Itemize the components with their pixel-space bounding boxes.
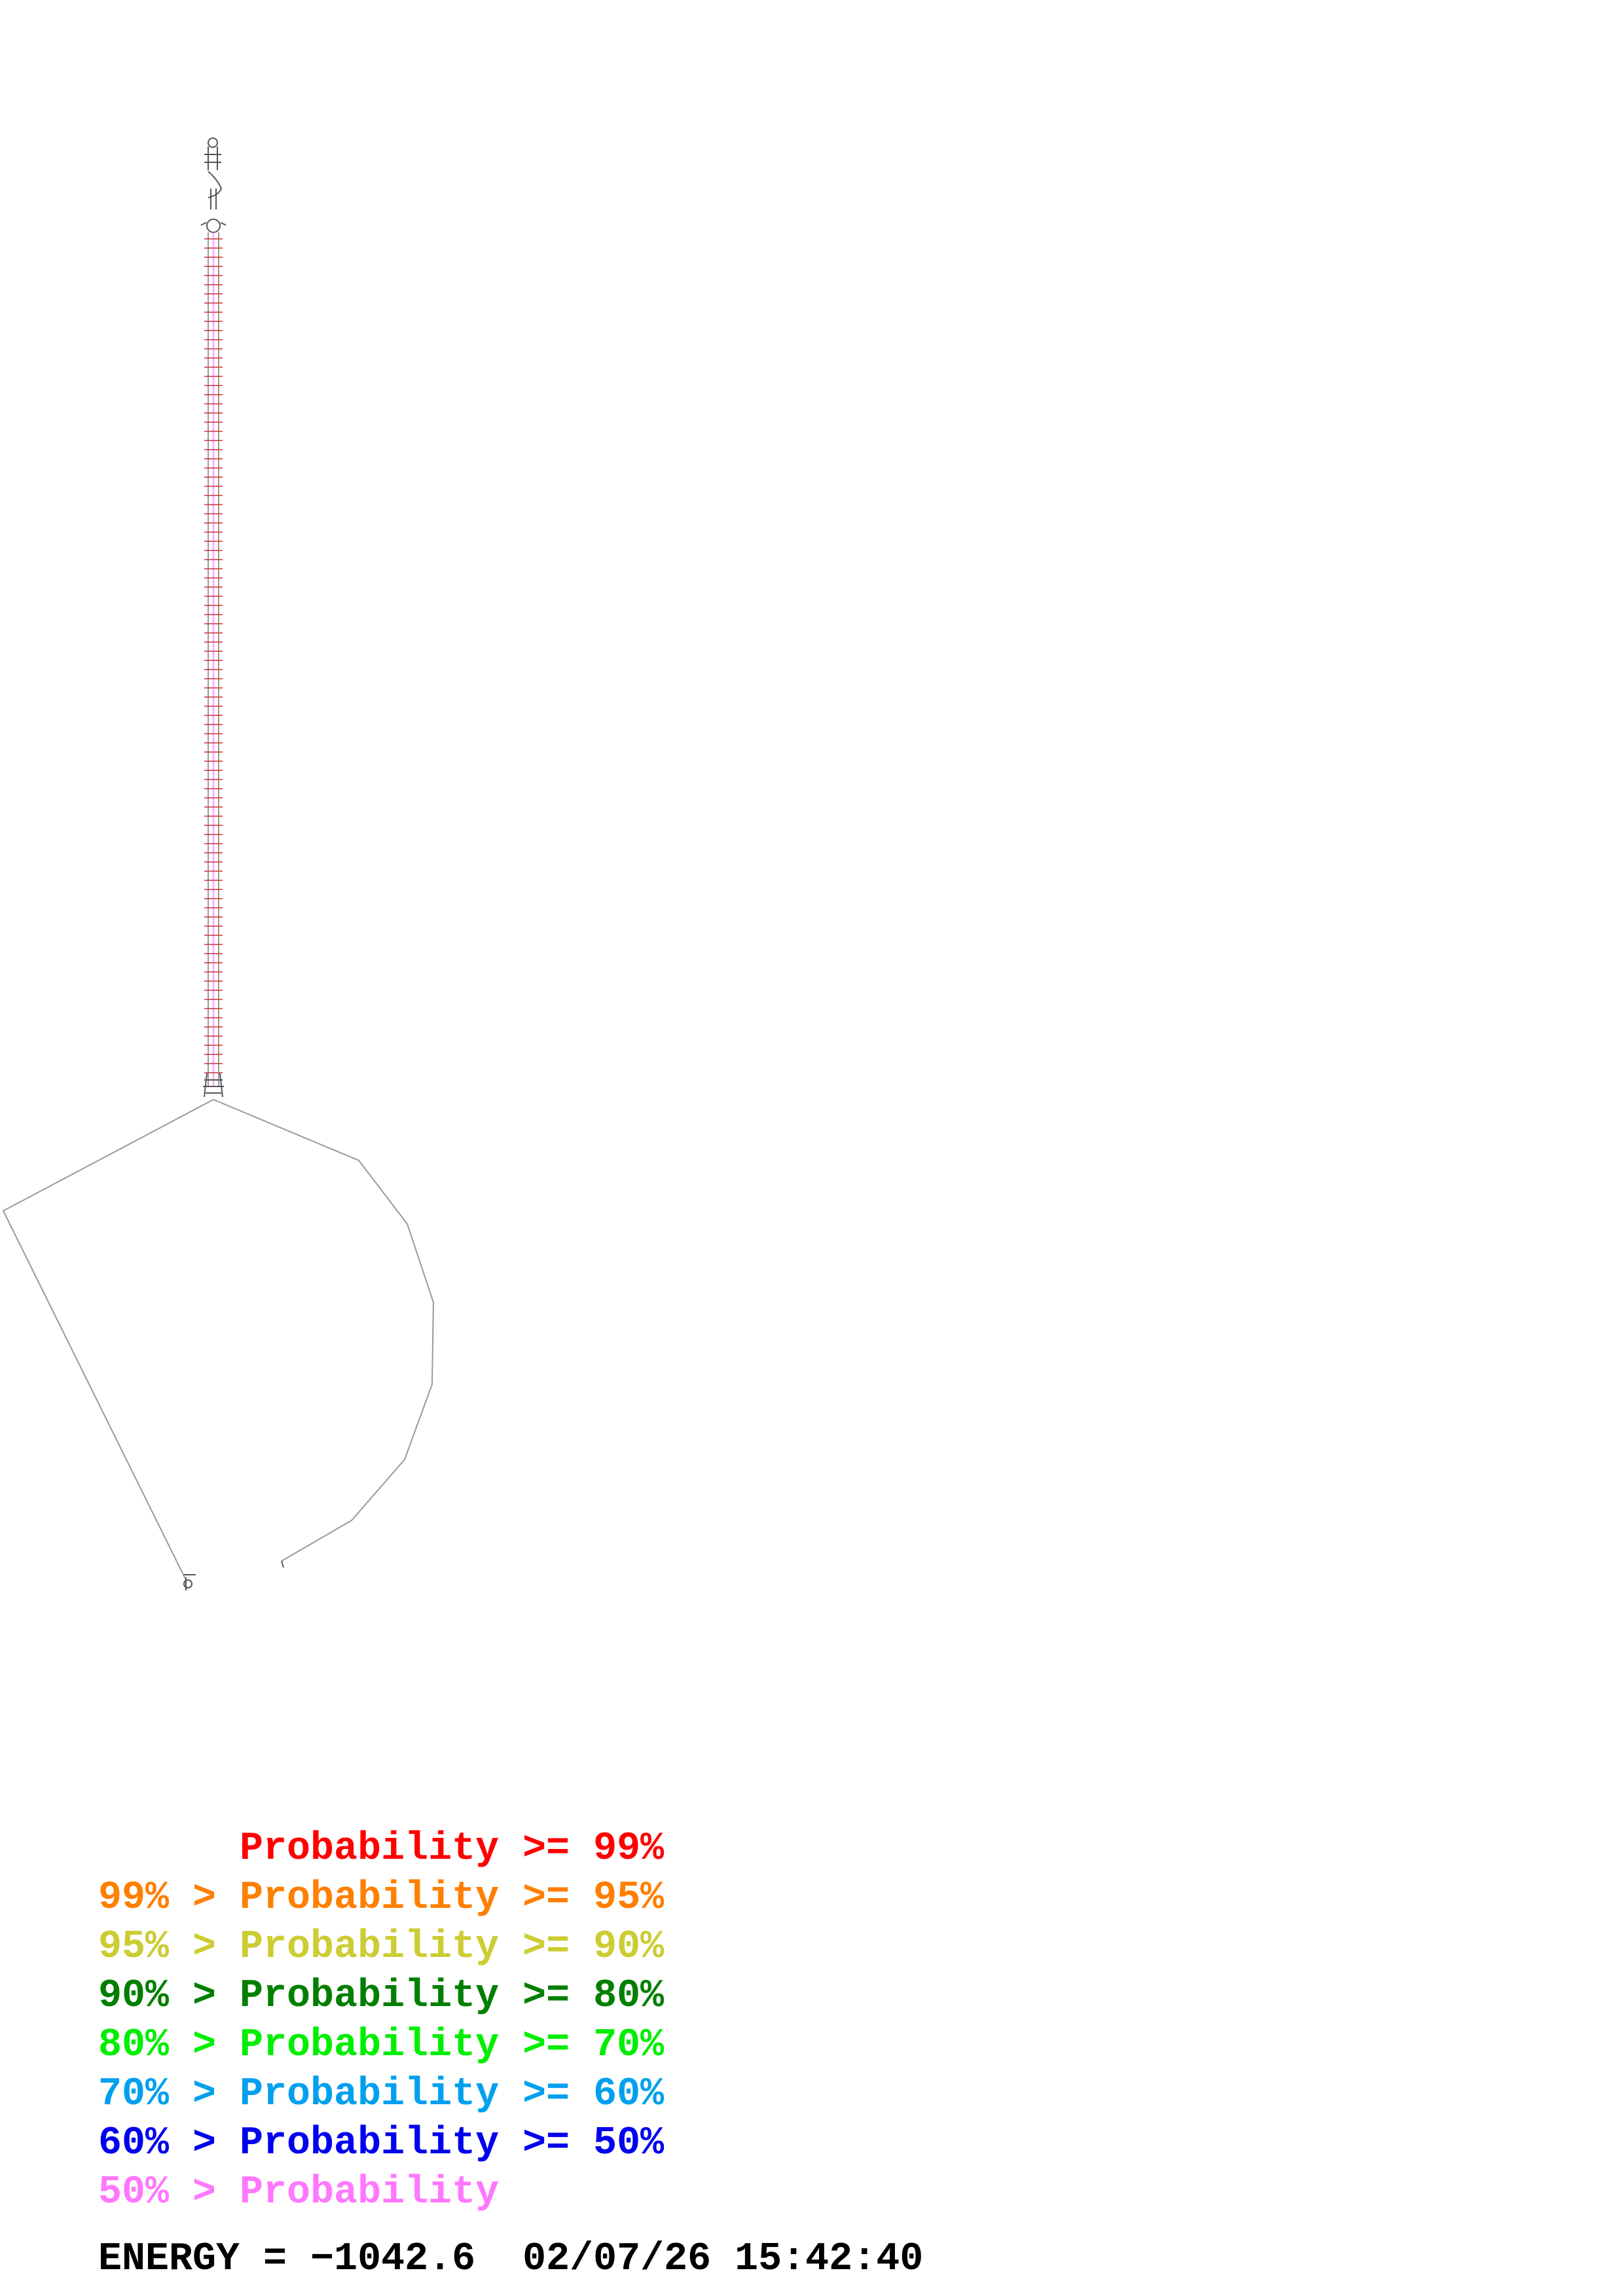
legend-entry-80-90: 90% > Probability >= 80% <box>98 1974 665 2018</box>
strand-end-right <box>281 1560 284 1568</box>
legend-entry-ge-99: Probability >= 99% <box>98 1827 665 1871</box>
legend-entry-60-70: 70% > Probability >= 60% <box>98 2072 665 2117</box>
long-stem-helix <box>204 232 223 1086</box>
legend-entry-70-80: 80% > Probability >= 70% <box>98 2023 665 2068</box>
energy-and-timestamp: ENERGY = −1042.6 02/07/26 15:42:40 <box>98 2237 924 2282</box>
strand-end-left <box>183 1574 196 1590</box>
legend-entry-50-60: 60% > Probability >= 50% <box>98 2121 665 2166</box>
rna-secondary-structure-diagram <box>2 137 435 1590</box>
exterior-loop-backbone <box>2 1099 435 1579</box>
stem-base-junction <box>203 1073 224 1098</box>
legend-entry-90-95: 95% > Probability >= 90% <box>98 1925 665 1969</box>
legend-entry-95-99: 99% > Probability >= 95% <box>98 1876 665 1920</box>
legend-entry-lt-50: 50% > Probability <box>98 2170 500 2215</box>
top-hairpin-region <box>200 137 227 233</box>
